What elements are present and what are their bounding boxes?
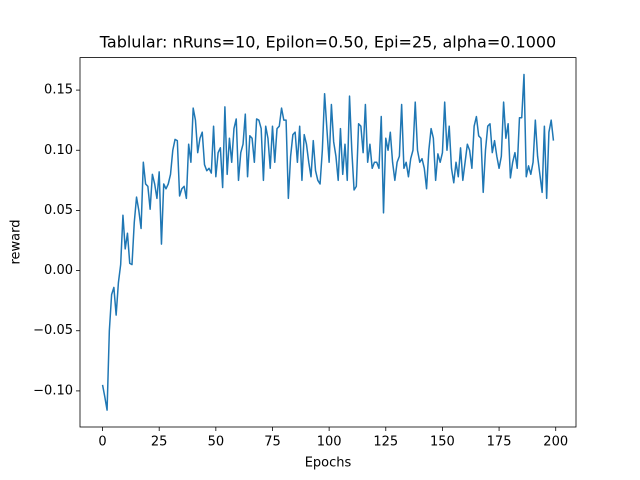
y-tick-label: 0.15: [44, 83, 73, 98]
x-tick-label: 175: [487, 435, 512, 450]
line: [101, 73, 555, 411]
x-tick-label: 125: [373, 435, 398, 450]
x-tick-label: 25: [151, 435, 168, 450]
y-tick-label: 0.05: [44, 203, 73, 218]
x-tick-label: 50: [208, 435, 225, 450]
plot-frame: [79, 57, 577, 428]
x-tick-label: 75: [264, 435, 281, 450]
x-tick-label: 150: [430, 435, 455, 450]
x-axis-label: Epochs: [305, 456, 352, 471]
y-tick-label: −0.05: [33, 323, 73, 338]
y-axis-label: reward: [9, 219, 24, 264]
x-tick-label: 0: [98, 435, 106, 450]
y-tick-label: −0.10: [33, 383, 73, 398]
x-tick-label: 100: [317, 435, 342, 450]
chart-title: Tablular: nRuns=10, Epilon=0.50, Epi=25,…: [99, 33, 556, 52]
y-tick-label: 0.00: [44, 263, 73, 278]
y-tick-label: 0.10: [44, 143, 73, 158]
x-tick-label: 200: [543, 435, 568, 450]
